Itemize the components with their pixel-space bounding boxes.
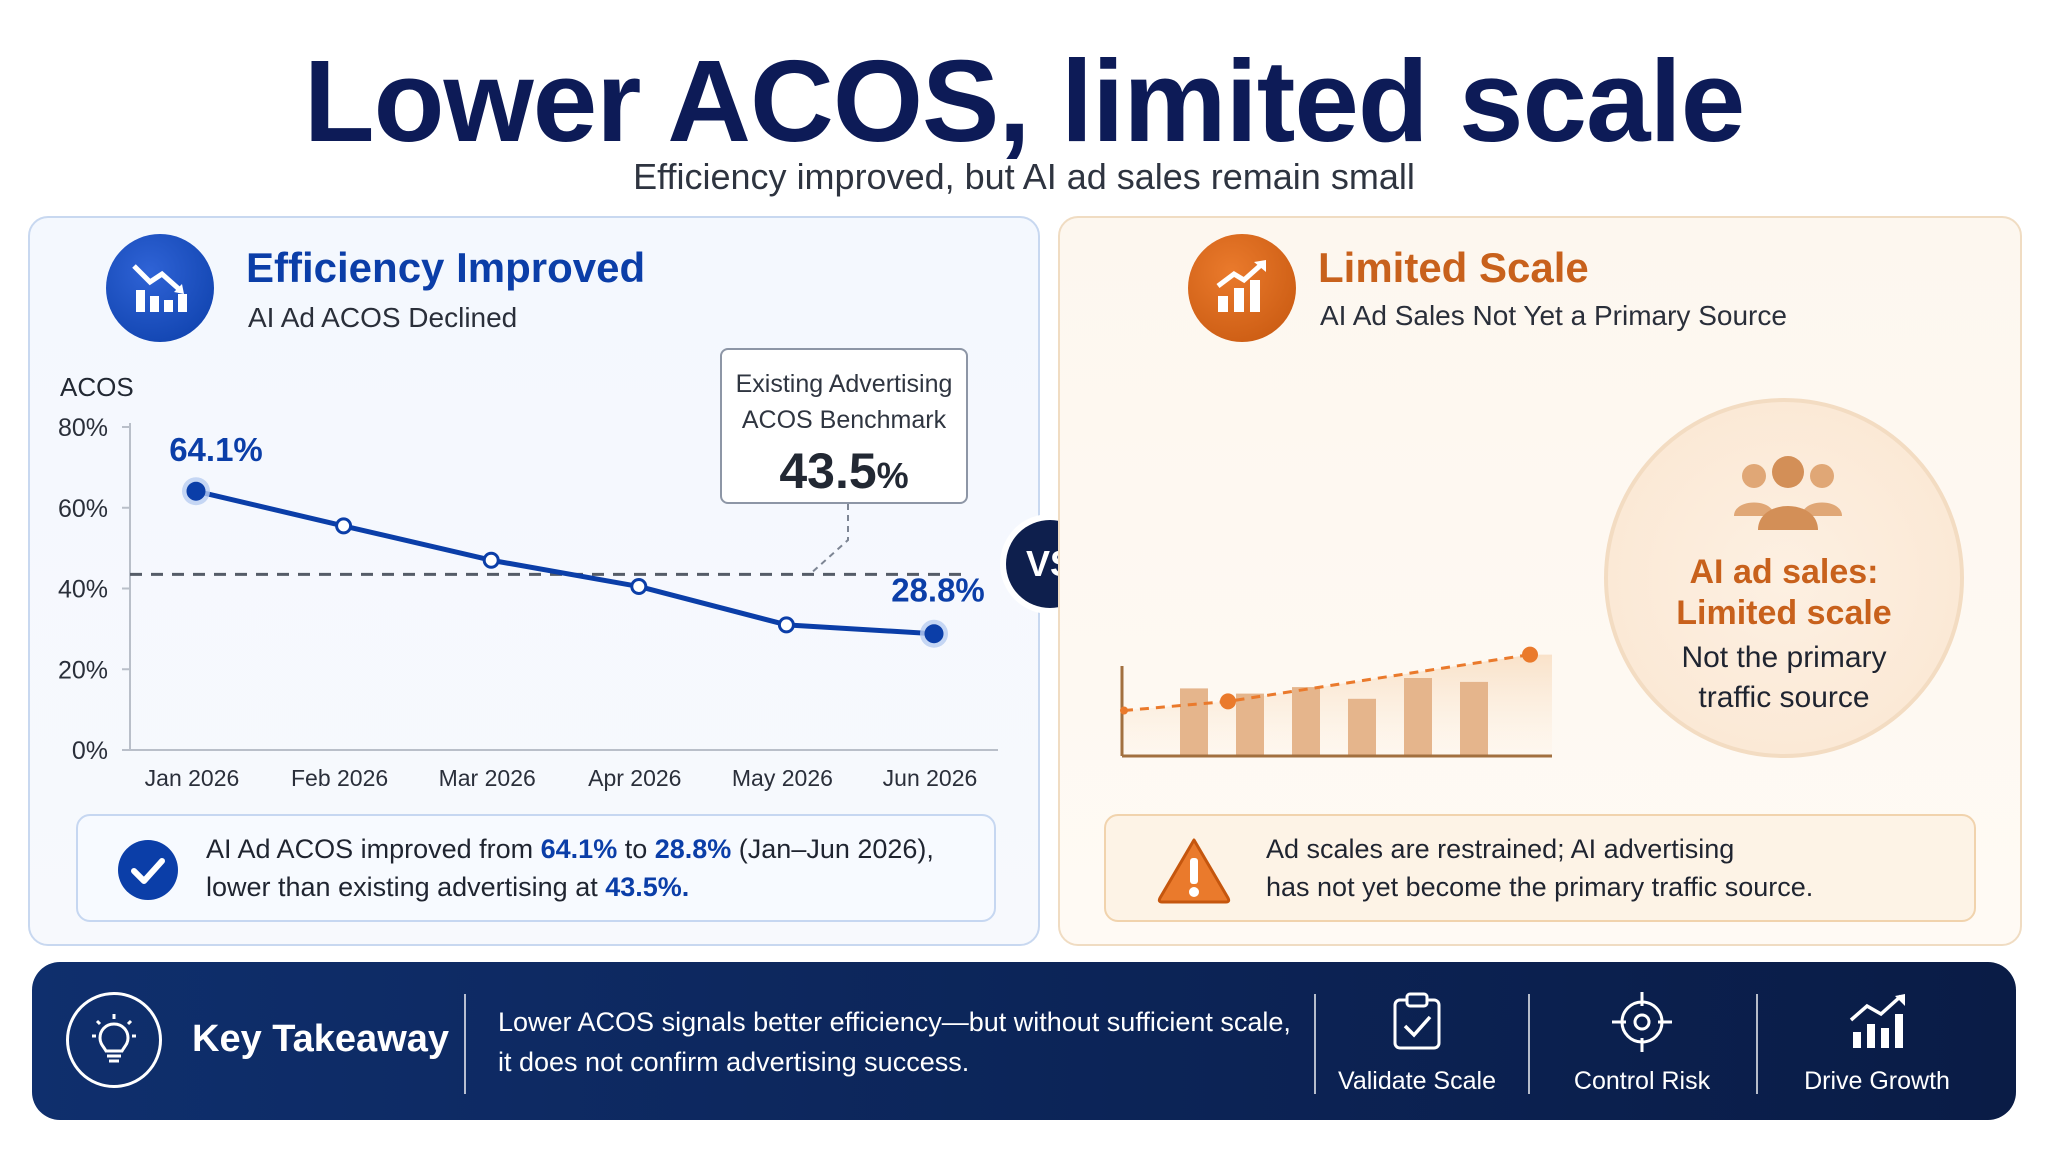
key-takeaway-text: Lower ACOS signals better efficiency—but… [498, 1002, 1291, 1082]
efficiency-heading: Efficiency Improved [246, 244, 646, 291]
data-point [630, 577, 648, 595]
scale-callout-line1: Ad scales are restrained; AI advertising [1266, 834, 1735, 864]
benchmark-label-line2: ACOS Benchmark [741, 406, 947, 434]
circle-text: Not the primary traffic source [1608, 638, 1960, 718]
data-point [777, 616, 795, 634]
benchmark-unit: % [876, 455, 909, 496]
benchmark-number: 43.5 [779, 443, 877, 499]
action-drive-growth: Drive Growth [1777, 992, 1977, 1096]
y-tick-label: 60% [58, 495, 108, 523]
efficiency-callout-text: AI Ad ACOS improved from 64.1% to 28.8% … [206, 830, 934, 906]
sales-bar [1292, 687, 1320, 756]
x-tick-label: Feb 2026 [291, 765, 388, 791]
action-control-risk: Control Risk [1542, 992, 1742, 1096]
ai-sales-bar-chart [1120, 646, 1552, 758]
y-tick-label: 0% [72, 737, 108, 765]
benchmark-leader-line [811, 504, 849, 574]
acos-line-chart: ACOS 0% 20% 40% 60% 80% Jan 2026 Feb 2026 Mar 20… [58, 372, 998, 791]
data-point [924, 624, 944, 644]
x-tick-label: Mar 2026 [439, 765, 536, 791]
lightbulb-icon [66, 992, 162, 1088]
circle-title: AI ad sales: Limited scale [1608, 552, 1960, 634]
trend-point [1220, 693, 1236, 710]
callout-start-value: 64.1% [540, 834, 618, 864]
trend-point [1120, 706, 1128, 715]
acos-series-line [195, 488, 935, 637]
x-tick-label: May 2026 [732, 765, 833, 791]
trend-area [1122, 654, 1552, 756]
benchmark-label-line1: Existing Advertising [735, 370, 953, 398]
y-tick-label: 20% [58, 656, 108, 684]
x-tick-label: Jan 2026 [145, 765, 240, 791]
target-icon [1612, 992, 1672, 1052]
action-validate-scale: Validate Scale [1317, 992, 1517, 1096]
callout-part3: (Jan–Jun 2026), [731, 834, 934, 864]
chart-down-icon [106, 234, 214, 342]
sales-bar [1348, 698, 1376, 756]
benchmark-box: Existing Advertising ACOS Benchmark 43.5… [720, 348, 968, 504]
action-label: Control Risk [1573, 1067, 1711, 1095]
action-label: Validate Scale [1338, 1067, 1496, 1095]
page-title: Lower ACOS, limited scale [303, 36, 1745, 166]
scale-callout: Ad scales are restrained; AI advertising… [1104, 814, 1976, 922]
scale-subheading: AI Ad Sales Not Yet a Primary Source [1320, 300, 1787, 331]
key-takeaway-line2: it does not confirm advertising success. [498, 1047, 970, 1077]
key-takeaway-line1: Lower ACOS signals better efficiency—but… [498, 1007, 1291, 1037]
x-tick-label: Apr 2026 [588, 765, 681, 791]
data-point [335, 517, 353, 535]
key-takeaway-label: Key Takeaway [192, 1018, 450, 1060]
footer-divider [1528, 994, 1530, 1094]
benchmark-value: 43.5% [722, 442, 966, 500]
footer-divider [1314, 994, 1316, 1094]
key-takeaway-bar: Key Takeaway Lower ACOS signals better e… [32, 962, 2016, 1120]
trend-point [1522, 646, 1538, 663]
data-point [186, 481, 206, 501]
sales-bar [1236, 693, 1264, 756]
efficiency-subheading: AI Ad ACOS Declined [248, 302, 518, 333]
callout-part1: AI Ad ACOS improved from [206, 834, 541, 864]
circle-text-line1: Not the primary [1681, 641, 1887, 674]
people-group-icon [1734, 456, 1842, 530]
circle-title-line2: Limited scale [1676, 594, 1892, 632]
data-label: 64.1% [169, 431, 263, 468]
sales-bar [1180, 688, 1208, 756]
page-subtitle: Efficiency improved, but AI ad sales rem… [633, 156, 1415, 197]
circle-text-line2: traffic source [1698, 681, 1870, 714]
footer-divider [464, 994, 466, 1094]
data-label: 28.8% [891, 572, 985, 609]
action-label: Drive Growth [1804, 1067, 1950, 1095]
scale-callout-text: Ad scales are restrained; AI advertising… [1266, 830, 1813, 906]
scale-heading: Limited Scale [1318, 244, 1589, 291]
chart-up-icon [1188, 234, 1296, 342]
circle-title-line1: AI ad sales: [1689, 553, 1879, 591]
x-tick-label: Jun 2026 [883, 765, 978, 791]
sales-bar [1404, 678, 1432, 756]
y-axis-label: ACOS [60, 372, 134, 402]
callout-end-value: 28.8% [654, 834, 732, 864]
efficiency-callout: AI Ad ACOS improved from 64.1% to 28.8% … [76, 814, 996, 922]
data-point [482, 551, 500, 569]
growth-chart-icon [1849, 994, 1905, 1048]
footer-divider [1756, 994, 1758, 1094]
callout-benchmark-value: 43.5%. [605, 872, 690, 902]
y-tick-label: 80% [58, 414, 108, 442]
y-tick-label: 40% [58, 576, 108, 604]
clipboard-check-icon [1393, 992, 1441, 1050]
sales-bar [1460, 681, 1488, 756]
limited-scale-circle: AI ad sales: Limited scale Not the prima… [1604, 398, 1964, 758]
scale-callout-line2: has not yet become the primary traffic s… [1266, 872, 1814, 902]
callout-line2: lower than existing advertising at [206, 872, 606, 902]
check-circle-icon [118, 840, 178, 900]
callout-part2: to [617, 834, 655, 864]
warning-icon [1157, 838, 1231, 904]
